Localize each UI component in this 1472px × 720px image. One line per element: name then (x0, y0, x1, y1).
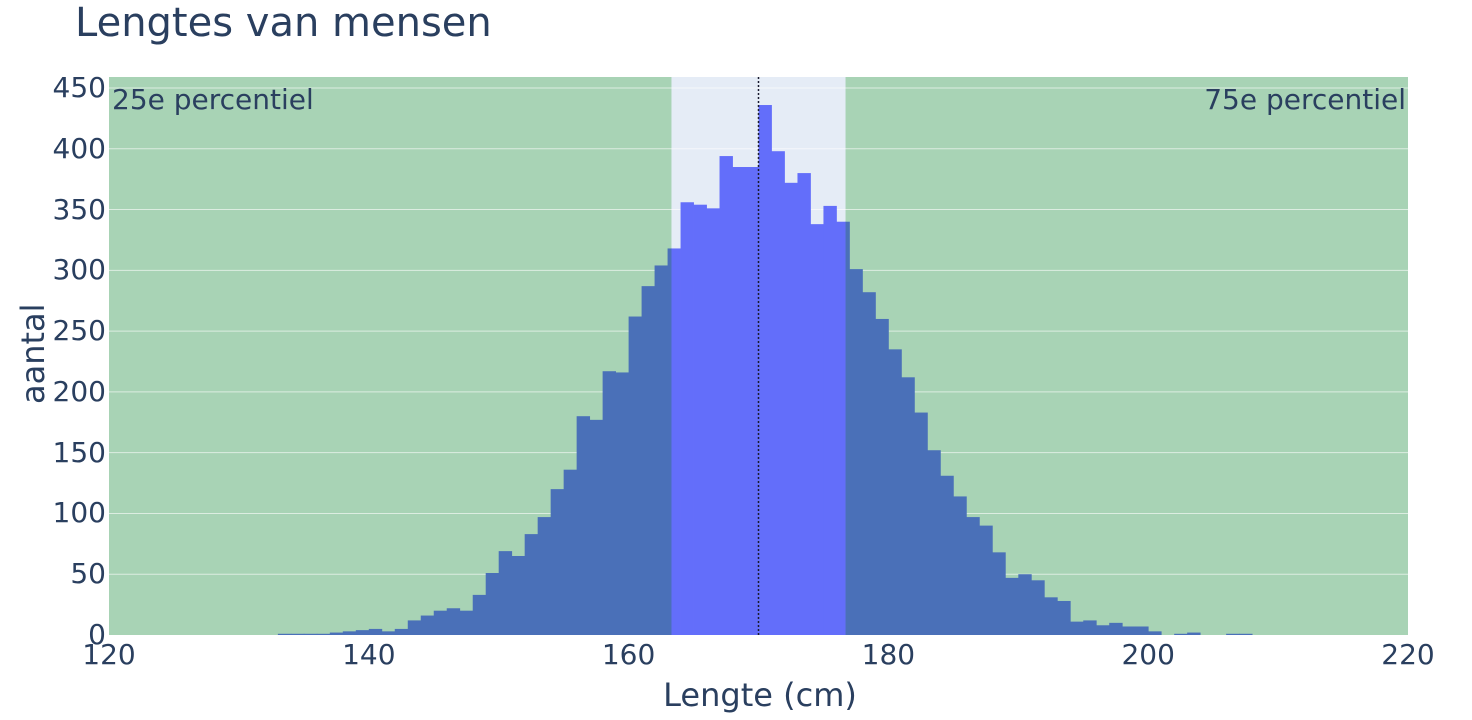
histogram-bar (368, 628, 383, 635)
histogram-bar (862, 292, 876, 635)
y-tick-label: 450 (52, 71, 106, 104)
histogram-bar (1044, 597, 1058, 635)
histogram-bar (433, 610, 448, 635)
histogram-bar (771, 151, 785, 635)
histogram-bars (277, 105, 1253, 636)
histogram-bar (1187, 632, 1201, 635)
histogram-bar (303, 633, 318, 635)
histogram-bar (849, 269, 863, 635)
histogram-bar (979, 525, 993, 635)
x-tick-label: 140 (342, 638, 396, 671)
histogram-bar (394, 628, 409, 635)
histogram-bar (498, 551, 513, 635)
histogram-bar (1122, 626, 1136, 635)
histogram-bar (693, 204, 707, 635)
chart-title: Lengtes van mensen (75, 0, 492, 46)
histogram-bar (563, 469, 578, 635)
histogram-bar (953, 496, 967, 635)
x-tick-label: 180 (861, 638, 916, 671)
histogram-bar (784, 182, 798, 635)
histogram-bar (1096, 625, 1110, 635)
histogram-bar (940, 475, 954, 635)
histogram-bar (342, 631, 357, 635)
histogram-bar (810, 224, 824, 636)
y-tick-label: 150 (52, 435, 106, 469)
histogram-bar (888, 349, 902, 635)
histogram-bar (550, 489, 565, 635)
histogram-bar (901, 377, 915, 635)
histogram-bar (1109, 622, 1123, 635)
histogram-bar (615, 372, 629, 635)
histogram-bar (927, 450, 941, 635)
histogram-bar (992, 552, 1006, 635)
histogram-bar (1148, 631, 1162, 635)
y-tick-label: 350 (52, 192, 106, 226)
histogram-bar (1005, 577, 1019, 635)
histogram-bar (667, 248, 672, 635)
histogram-bar (537, 517, 552, 635)
histogram-bar (706, 208, 720, 635)
histogram-bar (1135, 626, 1149, 635)
histogram-bar (680, 202, 694, 636)
histogram-bar (316, 633, 331, 635)
histogram-bar (602, 371, 617, 635)
histogram-bar (277, 633, 292, 635)
x-tick-label: 120 (82, 638, 136, 671)
y-tick-label: 100 (52, 496, 106, 530)
histogram-bar (1226, 633, 1240, 635)
histogram-bar (459, 610, 474, 635)
histogram-bar (641, 286, 655, 635)
histogram-bar (732, 167, 746, 635)
histogram-bar (1057, 600, 1071, 635)
y-tick-label: 50 (70, 557, 106, 591)
histogram-bar (671, 248, 681, 635)
histogram-bar (589, 419, 604, 635)
annotation-25th-percentile: 25e percentiel (112, 83, 314, 116)
histogram-bar (290, 633, 305, 635)
histogram-bar (576, 416, 591, 635)
y-tick-label: 200 (52, 374, 106, 408)
histogram-bar (485, 573, 500, 635)
histogram-bar (355, 630, 370, 635)
histogram-bar (1239, 633, 1253, 635)
y-tick-label: 300 (52, 253, 106, 287)
histogram-bar (329, 632, 344, 635)
histogram-bar (446, 608, 461, 635)
histogram-bar (524, 534, 539, 635)
histogram-bar (797, 173, 811, 636)
y-tick-label: 400 (52, 131, 106, 165)
histogram-bar (719, 156, 733, 635)
annotation-75th-percentile: 75e percentiel (1204, 83, 1406, 116)
x-tick-label: 220 (1381, 638, 1435, 671)
histogram-bar (1018, 574, 1032, 635)
histogram-bar (836, 221, 846, 635)
histogram-bar (745, 167, 759, 635)
y-tick-label: 250 (52, 314, 106, 348)
histogram-bar (1070, 621, 1084, 635)
histogram-bar (654, 265, 668, 635)
histogram-bar (628, 316, 642, 635)
x-axis-label: Lengte (cm) (663, 676, 857, 714)
histogram-bar (823, 205, 837, 636)
histogram-bar (758, 105, 772, 636)
histogram-bar (420, 615, 435, 635)
x-tick-label: 160 (601, 638, 656, 671)
y-tick-label: 0 (88, 618, 106, 651)
histogram-bar (1174, 633, 1188, 635)
x-tick-label: 200 (1121, 638, 1175, 671)
histogram-bar (472, 594, 487, 635)
histogram-bar (966, 517, 980, 635)
y-axis-label: aantal (14, 303, 52, 404)
histogram-bar (407, 620, 422, 635)
histogram-bar (875, 318, 889, 635)
histogram-bar (845, 221, 850, 635)
histogram-bar (511, 555, 526, 635)
histogram-bar (1083, 620, 1097, 635)
histogram-bar (914, 412, 928, 635)
histogram-bar (381, 631, 396, 635)
histogram-bar (1031, 580, 1045, 635)
